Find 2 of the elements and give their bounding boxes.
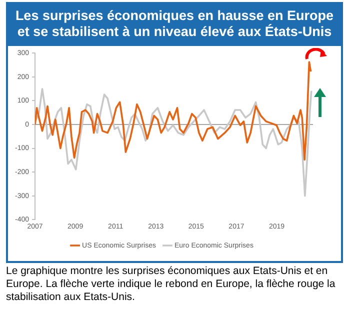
text: Le graphique montre les surprises économiques aux Etats-Unis et en Europe. La flèche verte indique le rebond en Europe, la flèche rouge la stabilisation aux Etats-Unis. (6, 264, 336, 304)
chart-title: Les surprises économiques en hausse en Europe et se stabilisent à un niveau élevé aux États-Unis (6, 2, 343, 46)
